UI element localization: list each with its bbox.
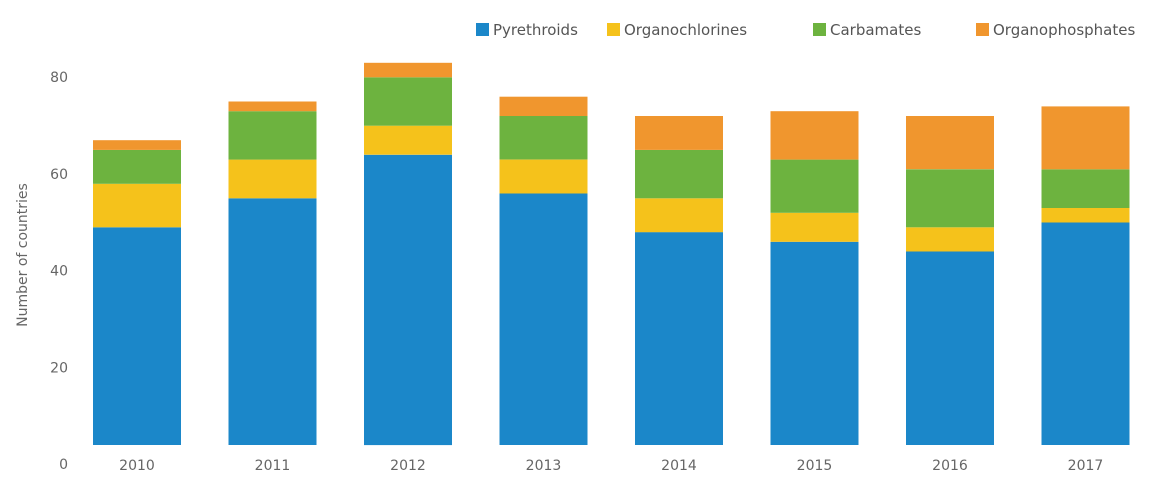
bar-pyrethroids-2015	[770, 241, 859, 445]
bar-organophosphates-2017	[1041, 106, 1130, 170]
bar-organophosphates-2015	[770, 111, 859, 160]
x-axis: 2010 2011 2012 2013 2014 2015 2016 2017	[119, 458, 1103, 474]
bar-organochlorines-2014	[635, 198, 723, 233]
bar-organophosphates-2011	[228, 101, 317, 112]
bar-stack-2017	[1041, 106, 1130, 445]
bar-pyrethroids-2011	[228, 198, 317, 445]
bar-pyrethroids-2012	[364, 154, 452, 446]
legend-label: Carbamates	[830, 21, 921, 39]
bar-pyrethroids-2016	[906, 251, 994, 445]
bar-pyrethroids-2014	[635, 232, 723, 445]
legend-swatch	[607, 23, 620, 36]
x-tick-label: 2012	[390, 458, 426, 474]
bar-organophosphates-2012	[364, 62, 452, 78]
bar-organophosphates-2016	[906, 116, 994, 170]
bar-organophosphates-2013	[499, 96, 588, 116]
bar-organochlorines-2011	[228, 159, 317, 199]
y-axis-title: Number of countries	[15, 183, 31, 327]
bar-pyrethroids-2013	[499, 193, 588, 445]
bar-stack-2013	[499, 96, 588, 445]
bar-organochlorines-2013	[499, 159, 588, 194]
legend-item-carbamates: Carbamates	[813, 21, 921, 39]
bar-organochlorines-2017	[1041, 208, 1130, 223]
bar-organochlorines-2010	[93, 183, 181, 228]
x-tick-label: 2015	[797, 458, 833, 474]
bar-organochlorines-2016	[906, 227, 994, 252]
y-tick-label: 40	[50, 264, 68, 280]
bar-stack-2011	[228, 101, 317, 445]
legend-label: Pyrethroids	[493, 21, 578, 39]
bar-organochlorines-2015	[770, 212, 859, 242]
legend-item-pyrethroids: Pyrethroids	[476, 21, 578, 39]
bar-carbamates-2016	[906, 169, 994, 228]
y-tick-label: 60	[50, 167, 68, 183]
x-tick-label: 2016	[932, 458, 968, 474]
bar-carbamates-2012	[364, 77, 452, 126]
y-tick-label: 0	[59, 457, 68, 473]
bar-carbamates-2011	[228, 111, 317, 160]
x-tick-label: 2010	[119, 458, 155, 474]
bar-carbamates-2017	[1041, 169, 1130, 208]
bar-stack-2012	[364, 62, 452, 446]
bar-stack-2015	[770, 111, 859, 445]
legend-label: Organophosphates	[993, 21, 1135, 39]
bar-carbamates-2014	[635, 149, 723, 199]
y-axis: Number of countries 0 20 40 60 80	[15, 70, 68, 473]
bar-organochlorines-2012	[364, 125, 452, 155]
bar-stack-2016	[906, 116, 994, 445]
legend-swatch	[976, 23, 989, 36]
legend-item-organochlorines: Organochlorines	[607, 21, 747, 39]
bars	[93, 62, 1130, 446]
legend-swatch	[813, 23, 826, 36]
legend: Pyrethroids Organochlorines Carbamates Orga…	[476, 21, 1135, 39]
x-tick-label: 2017	[1068, 458, 1104, 474]
bar-stack-2010	[93, 140, 181, 445]
bar-stack-2014	[635, 116, 723, 445]
bar-organophosphates-2010	[93, 140, 181, 150]
legend-label: Organochlorines	[624, 21, 747, 39]
legend-item-organophosphates: Organophosphates	[976, 21, 1135, 39]
y-tick-label: 20	[50, 360, 68, 376]
x-tick-label: 2014	[661, 458, 697, 474]
bar-carbamates-2010	[93, 149, 181, 184]
x-tick-label: 2011	[255, 458, 291, 474]
bar-organophosphates-2014	[635, 116, 723, 150]
bar-pyrethroids-2010	[93, 227, 181, 445]
bar-carbamates-2015	[770, 159, 859, 213]
legend-swatch	[476, 23, 489, 36]
x-tick-label: 2013	[526, 458, 562, 474]
bar-carbamates-2013	[499, 116, 588, 160]
y-tick-label: 80	[50, 70, 68, 86]
bar-pyrethroids-2017	[1041, 222, 1130, 445]
